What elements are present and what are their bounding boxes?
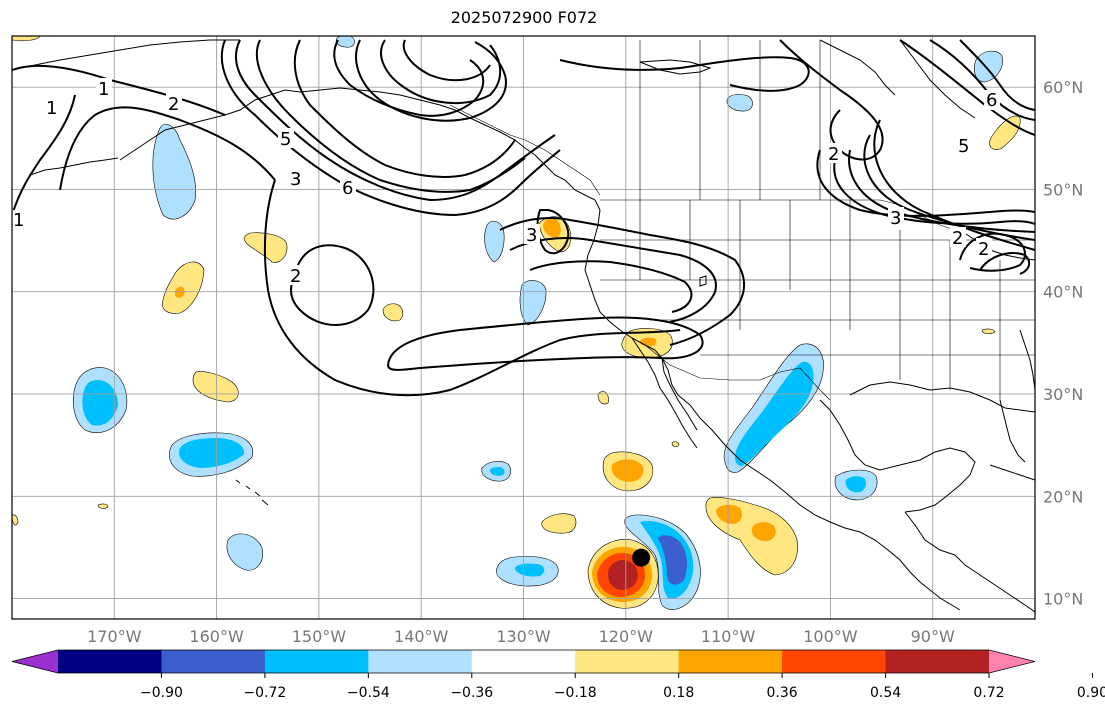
longitude-label: 100°W bbox=[803, 627, 858, 646]
contour-label: 3 bbox=[526, 225, 537, 246]
contour-label: 2 bbox=[978, 239, 989, 260]
longitude-labels: 170°W 160°W 150°W 140°W 130°W 120°W 110°W 100°W… bbox=[87, 627, 955, 646]
anomaly-blob bbox=[981, 328, 996, 335]
colorbar bbox=[11, 649, 1036, 674]
anomaly-blob bbox=[335, 36, 355, 48]
contour-labels: 1 1 2 3 5 6 3 2 2 1 2 5 3 2 bbox=[12, 78, 1000, 287]
colorbar-extend-max bbox=[989, 650, 1035, 673]
contour-label: 2 bbox=[168, 94, 179, 115]
anomaly-blob bbox=[226, 533, 263, 571]
colorbar-segment bbox=[575, 650, 680, 673]
latitude-label: 20°N bbox=[1043, 487, 1083, 506]
longitude-label: 140°W bbox=[394, 627, 449, 646]
anomaly-blob bbox=[484, 220, 505, 263]
latitude-label: 10°N bbox=[1043, 590, 1083, 609]
contour-label: 2 bbox=[952, 228, 963, 249]
anomaly-blob bbox=[97, 503, 109, 509]
latitude-label: 60°N bbox=[1043, 78, 1083, 97]
colorbar-tick-label: −0.18 bbox=[554, 685, 597, 701]
map-title: 2025072900 F072 bbox=[450, 8, 598, 27]
colorbar-extend-min bbox=[12, 650, 58, 673]
colorbar-tick-label: 0.36 bbox=[767, 685, 798, 701]
anomaly-blob bbox=[543, 218, 561, 238]
anomaly-fills bbox=[12, 36, 1021, 610]
contour-label: 3 bbox=[890, 208, 901, 229]
contour-label: 3 bbox=[290, 169, 301, 190]
colorbar-labels: −0.90 −0.72 −0.54 −0.36 −0.18 0.18 0.36 0.54 0.7… bbox=[140, 673, 1105, 701]
anomaly-blob bbox=[751, 522, 776, 542]
contour-label: 1 bbox=[13, 210, 24, 231]
longitude-label: 160°W bbox=[189, 627, 244, 646]
storm-center-marker bbox=[632, 548, 651, 567]
longitude-label: 170°W bbox=[87, 627, 142, 646]
anomaly-blob bbox=[735, 361, 814, 466]
colorbar-tick-label: 0.90 bbox=[1077, 685, 1105, 701]
anomaly-blob bbox=[611, 459, 644, 482]
contour-label: 2 bbox=[828, 144, 839, 165]
contours bbox=[12, 39, 1035, 397]
colorbar-tick-label: 0.18 bbox=[663, 685, 694, 701]
anomaly-blob bbox=[382, 303, 404, 322]
colorbar-tick-label: 0.54 bbox=[870, 685, 901, 701]
longitude-label: 120°W bbox=[599, 627, 654, 646]
colorbar-tick-label: −0.36 bbox=[450, 685, 493, 701]
anomaly-blob bbox=[726, 93, 753, 112]
colorbar-tick-label: 0.72 bbox=[973, 685, 1004, 701]
coastlines bbox=[12, 39, 1035, 613]
anomaly-blob bbox=[515, 563, 545, 577]
anomaly-blob bbox=[974, 50, 1003, 83]
longitude-label: 110°W bbox=[701, 627, 756, 646]
contour-label: 6 bbox=[986, 90, 997, 111]
latitude-label: 40°N bbox=[1043, 283, 1083, 302]
anomaly-blob bbox=[541, 513, 577, 534]
anomaly-blob bbox=[12, 514, 19, 526]
longitude-label: 90°W bbox=[911, 627, 955, 646]
latitude-label: 50°N bbox=[1043, 180, 1083, 199]
anomaly-blob bbox=[174, 286, 185, 298]
political-borders bbox=[449, 40, 1035, 401]
contour-label: 5 bbox=[280, 129, 291, 150]
colorbar-segment bbox=[368, 650, 473, 673]
contour-label: 1 bbox=[46, 98, 57, 119]
longitude-label: 150°W bbox=[292, 627, 347, 646]
contour-label: 1 bbox=[98, 79, 109, 100]
latitude-labels: 60°N 50°N 40°N 30°N 20°N 10°N bbox=[1043, 78, 1083, 608]
anomaly-blob bbox=[82, 380, 118, 426]
contour-label: 6 bbox=[342, 178, 353, 199]
colorbar-tick-label: −0.90 bbox=[140, 685, 183, 701]
contour-label: 5 bbox=[958, 136, 969, 157]
anomaly-blob bbox=[658, 535, 688, 585]
colorbar-segment bbox=[885, 650, 990, 673]
colorbar-tick-label: −0.72 bbox=[243, 685, 286, 701]
map-frame bbox=[11, 35, 1036, 620]
latitude-label: 30°N bbox=[1043, 385, 1083, 404]
anomaly-blob bbox=[152, 124, 196, 220]
longitude-label: 130°W bbox=[496, 627, 551, 646]
colorbar-segment bbox=[58, 650, 162, 673]
colorbar-outline bbox=[11, 649, 1036, 674]
colorbar-segment bbox=[782, 650, 887, 673]
anomaly-blob bbox=[716, 504, 742, 524]
gridlines bbox=[12, 36, 1035, 619]
anomaly-blob bbox=[671, 441, 680, 448]
anomaly-blob bbox=[845, 476, 867, 493]
contour-label: 2 bbox=[290, 266, 301, 287]
colorbar-tick-label: −0.54 bbox=[347, 685, 390, 701]
colorbar-segment bbox=[161, 650, 266, 673]
colorbar-segment bbox=[264, 650, 369, 673]
colorbar-segment bbox=[471, 650, 576, 673]
anomaly-blob bbox=[608, 560, 638, 590]
colorbar-segment bbox=[678, 650, 783, 673]
anomaly-blob bbox=[179, 438, 245, 468]
anomaly-blob bbox=[490, 467, 505, 476]
